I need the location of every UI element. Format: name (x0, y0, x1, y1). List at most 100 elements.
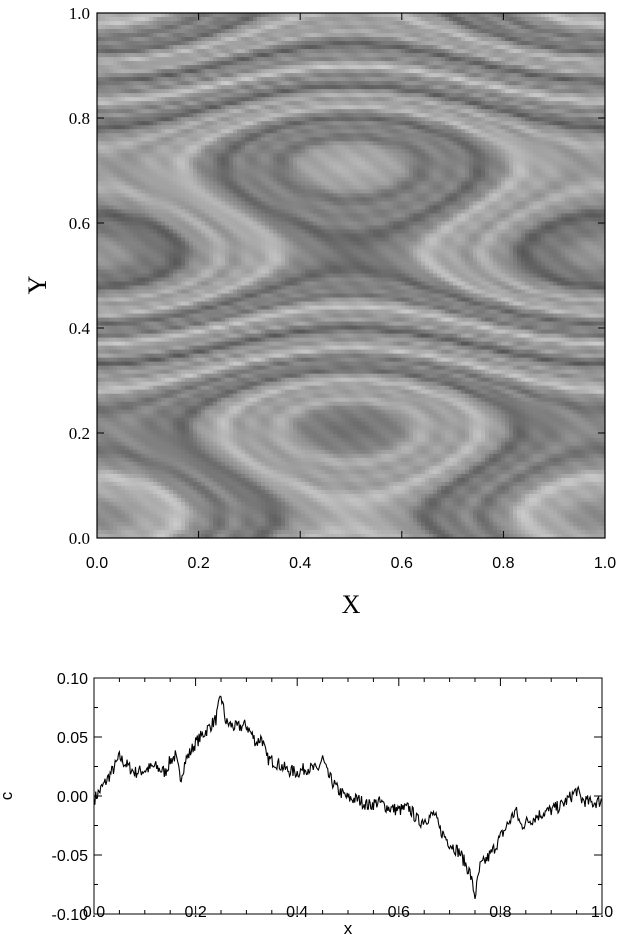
heatmap-cell (153, 205, 158, 210)
heatmap-cell (245, 341, 250, 347)
heatmap-cell (181, 513, 186, 519)
heatmap-cell (245, 293, 250, 299)
heatmap-cell (241, 385, 246, 391)
heatmap-cell (213, 85, 218, 90)
heatmap-cell (241, 169, 246, 174)
heatmap-cell (225, 509, 230, 515)
heatmap-cell (161, 277, 166, 283)
heatmap-cell (229, 433, 234, 439)
heatmap-cell (105, 329, 110, 335)
heatmap-cell (149, 181, 154, 186)
heatmap-cell (245, 397, 250, 403)
heatmap-cell (117, 301, 122, 307)
heatmap-cell (233, 265, 238, 271)
heatmap-cell (233, 257, 238, 263)
heatmap-cell (225, 409, 230, 415)
heatmap-cell (173, 177, 178, 182)
heatmap-cell (201, 25, 206, 30)
heatmap-cell (141, 325, 146, 331)
heatmap-cell (165, 389, 170, 395)
heatmap-cell (237, 525, 242, 531)
heatmap-cell (165, 301, 170, 307)
heatmap-cell (197, 117, 202, 122)
heatmap-cell (189, 337, 194, 343)
heatmap-cell (237, 85, 242, 90)
heatmap-cell (197, 405, 202, 411)
heatmap-cell (185, 265, 190, 271)
heatmap-cell (197, 217, 202, 222)
heatmap-cell (133, 77, 138, 82)
heatmap-cell (245, 69, 250, 74)
heatmap-cell (129, 57, 134, 62)
heatmap-cell (201, 265, 206, 271)
heatmap-cell (193, 353, 198, 359)
heatmap-cell (129, 265, 134, 271)
heatmap-cell (241, 233, 246, 239)
heatmap-cell (237, 385, 242, 391)
heatmap-cell (117, 349, 122, 355)
heatmap-cell (237, 53, 242, 58)
heatmap-cell (149, 17, 154, 22)
heatmap-cell (153, 509, 158, 515)
heatmap-cell (201, 117, 206, 122)
heatmap-cell (229, 233, 234, 239)
heatmap-cell (149, 457, 154, 463)
heatmap-cell (213, 133, 218, 138)
heatmap-cell (177, 437, 182, 443)
heatmap-cell (205, 381, 210, 387)
heatmap-cell (221, 273, 226, 279)
heatmap-cell (245, 481, 250, 487)
heatmap-cell (209, 145, 214, 150)
heatmap-cell (137, 81, 142, 86)
heatmap-cell (213, 521, 218, 527)
heatmap-cell (117, 533, 122, 538)
heatmap-cell (205, 473, 210, 479)
heatmap-cell (193, 105, 198, 110)
heatmap-cell (205, 397, 210, 403)
heatmap-cell (145, 97, 150, 102)
heatmap-cell (213, 233, 218, 239)
heatmap-cell (113, 425, 118, 431)
heatmap-cell (201, 201, 206, 206)
heatmap-cell (237, 445, 242, 451)
heatmap-cell (221, 217, 226, 222)
heatmap-cell (153, 213, 158, 218)
heatmap-cell (157, 109, 162, 114)
heatmap-cell (185, 209, 190, 214)
heatmap-cell (117, 41, 122, 46)
heatmap-cell (217, 473, 222, 479)
heatmap-cell (141, 461, 146, 467)
heatmap-cell (141, 197, 146, 202)
heatmap-cell (205, 185, 210, 190)
heatmap-cell (185, 437, 190, 443)
heatmap-cell (181, 141, 186, 146)
heatmap-cell (213, 525, 218, 531)
heatmap-cell (129, 301, 134, 307)
heatmap-cell (129, 317, 134, 323)
heatmap-cell (225, 433, 230, 439)
heatmap-cell (185, 85, 190, 90)
heatmap-cell (157, 197, 162, 202)
heatmap-cell (245, 253, 250, 259)
heatmap-cell (241, 25, 246, 30)
heatmap-cell (225, 341, 230, 347)
heatmap-cell (241, 297, 246, 303)
heatmap-cell (185, 45, 190, 50)
heatmap-cell (209, 165, 214, 170)
heatmap-cell (221, 285, 226, 291)
heatmap-cell (181, 33, 186, 38)
heatmap-cell (113, 469, 118, 475)
heatmap-cell (197, 445, 202, 451)
heatmap-cell (177, 73, 182, 78)
heatmap-cell (105, 353, 110, 359)
heatmap-cell (153, 45, 158, 50)
heatmap-cell (185, 481, 190, 487)
heatmap-cell (101, 389, 106, 395)
heatmap-cell (145, 333, 150, 339)
heatmap-cell (161, 453, 166, 459)
heatmap-cell (213, 249, 218, 255)
heatmap-cell (109, 61, 114, 66)
heatmap-cell (233, 201, 238, 206)
heatmap-cell (165, 89, 170, 94)
heatmap-cell (173, 105, 178, 110)
